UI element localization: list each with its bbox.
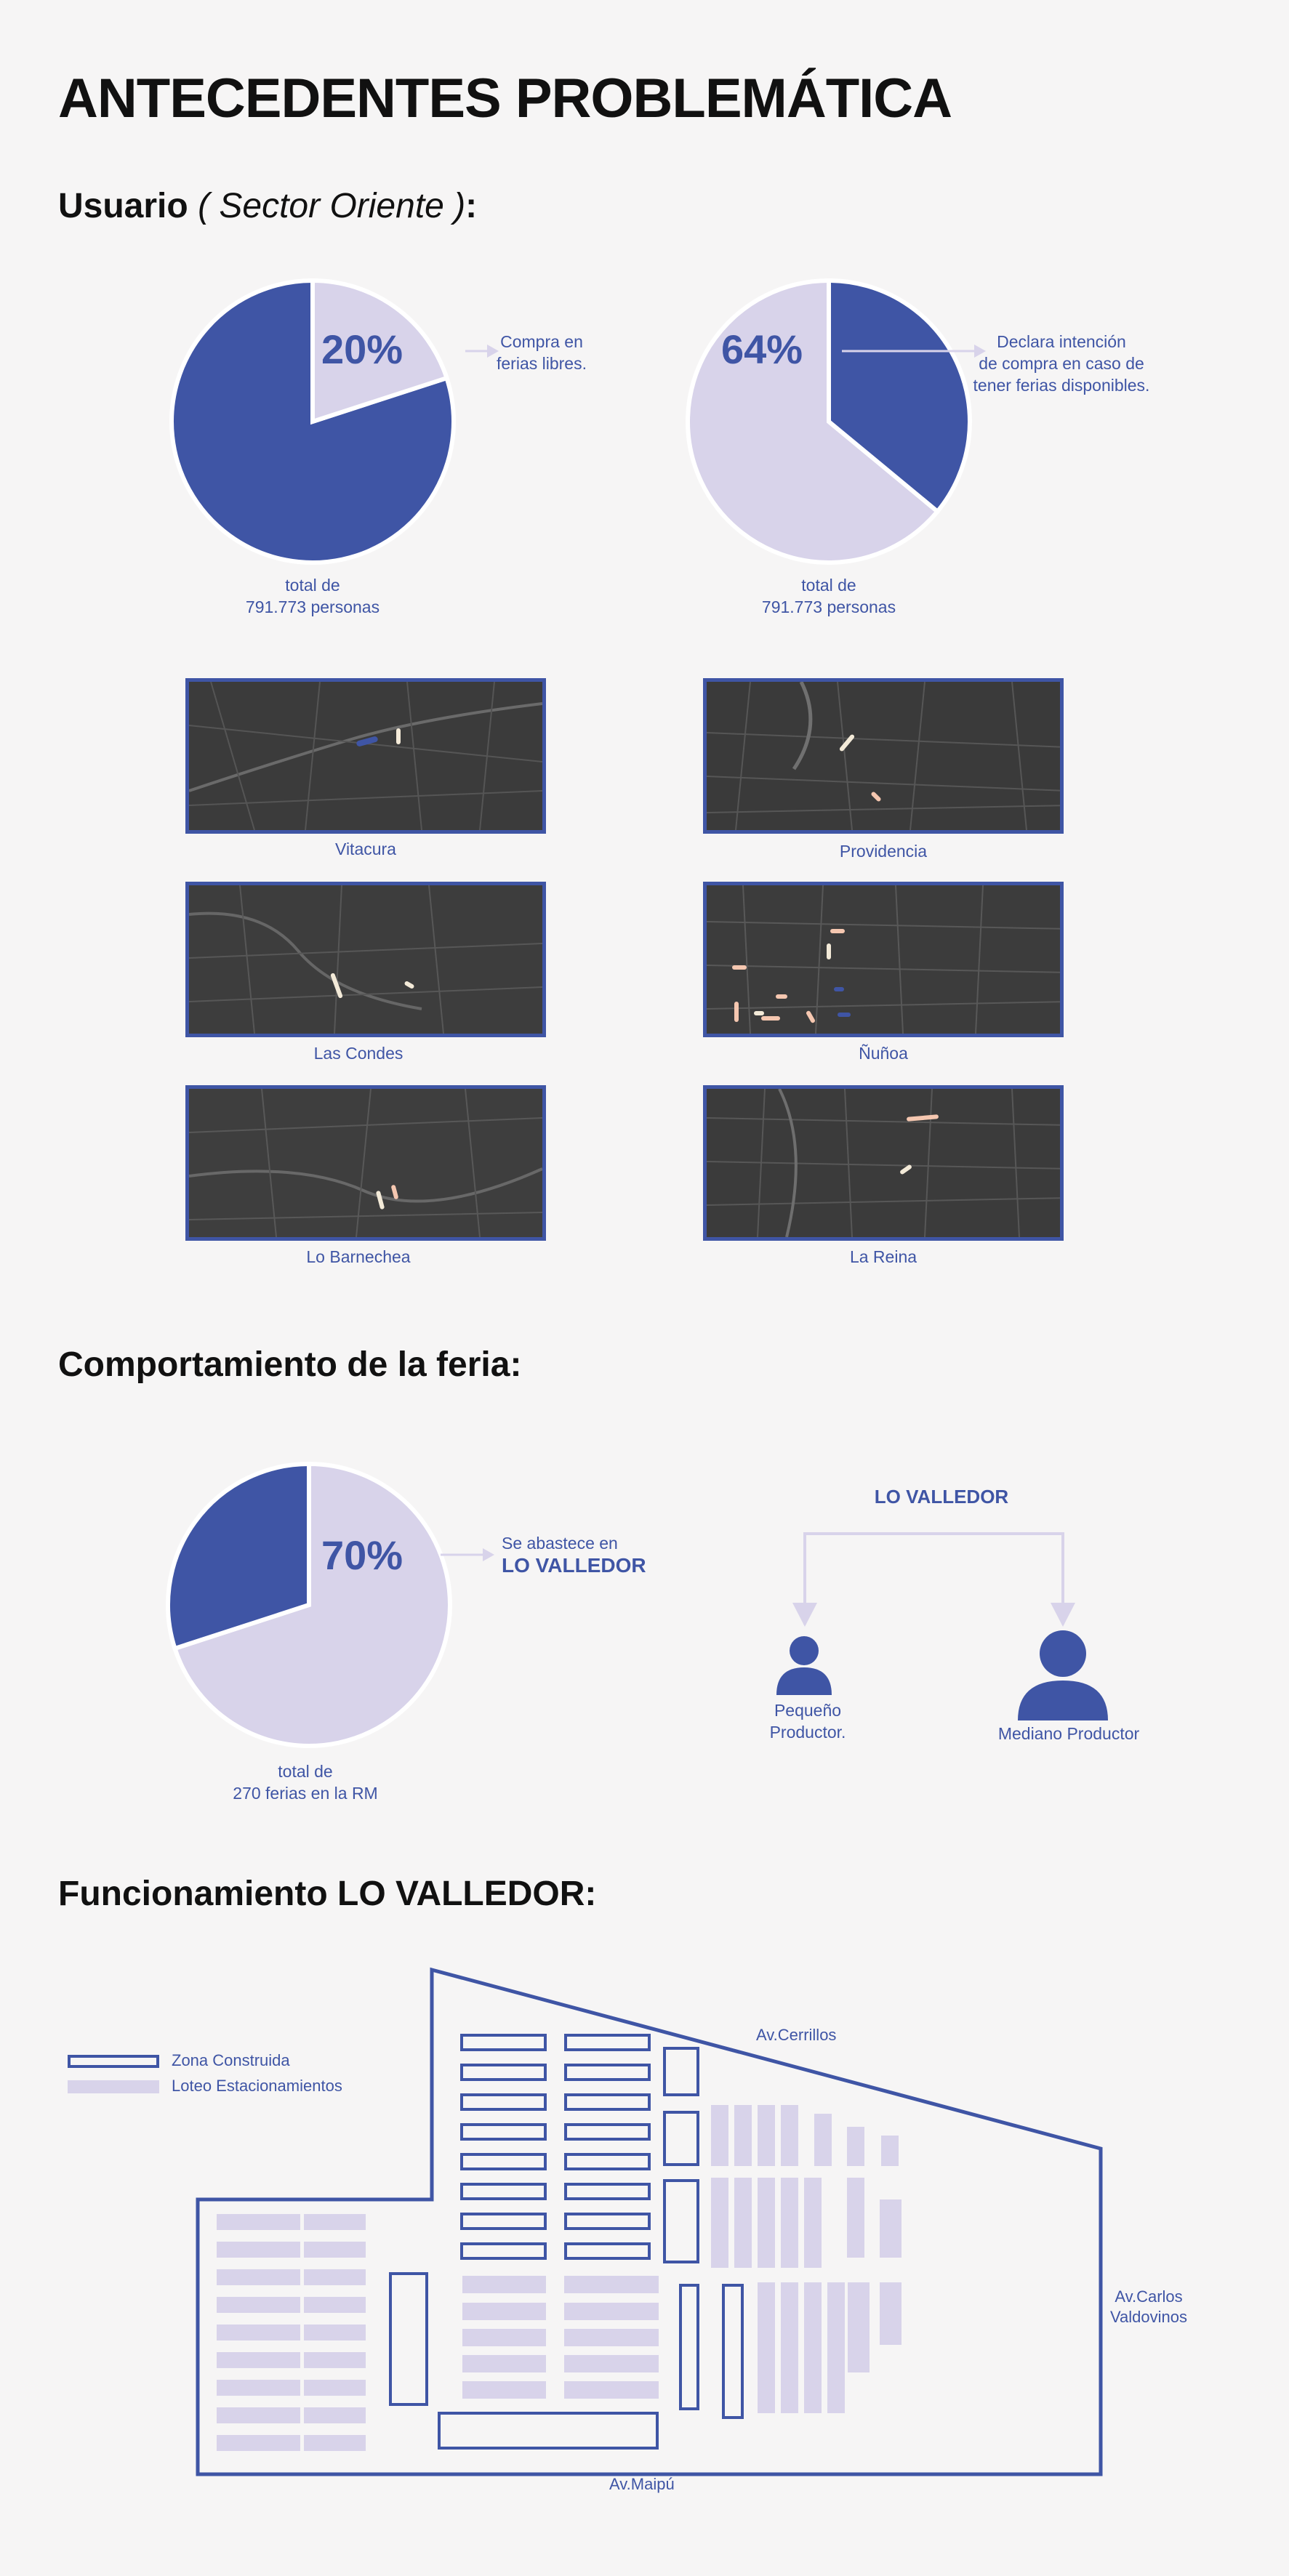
built-blocks-misc bbox=[389, 2047, 744, 2450]
section-heading-comportamiento: Comportamiento de la feria: bbox=[58, 1345, 522, 1384]
map-lo-barnechea[interactable] bbox=[185, 1085, 546, 1241]
site-plan bbox=[196, 1967, 1103, 2476]
built-blocks-left-column bbox=[460, 2034, 547, 2260]
map-label-las-condes: Las Condes bbox=[313, 1044, 403, 1063]
pie2-arrow-icon bbox=[842, 345, 986, 358]
map-label-vitacura: Vitacura bbox=[335, 840, 396, 858]
pie1-arrow-icon bbox=[465, 345, 499, 358]
map-vitacura[interactable] bbox=[185, 678, 546, 834]
map-nunoa[interactable] bbox=[703, 882, 1064, 1037]
diagram-connector bbox=[792, 1532, 1075, 1627]
pie3-percent: 70% bbox=[321, 1532, 403, 1578]
small-producer-line1: Pequeño bbox=[774, 1701, 842, 1720]
pie1-slice-highlight bbox=[310, 278, 450, 425]
pie2-note-line3: tener ferias disponibles. bbox=[973, 376, 1150, 395]
built-blocks-right-column bbox=[564, 2034, 651, 2260]
pie3-note: Se abastece en LO VALLEDOR bbox=[502, 1532, 647, 1577]
medium-producer-icon bbox=[1018, 1630, 1108, 1720]
pie-chart-abastece bbox=[166, 1461, 452, 1748]
pie2-percent: 64% bbox=[721, 326, 803, 372]
pie1-note-line1: Compra en bbox=[500, 332, 583, 351]
street-label-maipu: Av.Maipú bbox=[609, 2475, 675, 2493]
map-label-lo-barnechea: Lo Barnechea bbox=[306, 1247, 411, 1266]
street-carlos-line2: Valdovinos bbox=[1110, 2308, 1187, 2326]
pie1-total: total de 791.773 personas bbox=[218, 574, 407, 618]
pie2-note-line2: de compra en caso de bbox=[979, 354, 1144, 373]
pie2-note: Declara intención de compra en caso de t… bbox=[960, 331, 1163, 396]
pie3-note-line2: LO VALLEDOR bbox=[502, 1554, 646, 1577]
map-label-nunoa: Ñuñoa bbox=[859, 1044, 908, 1063]
pie1-total-line2: 791.773 personas bbox=[245, 597, 380, 616]
street-carlos-line1: Av.Carlos bbox=[1115, 2287, 1183, 2306]
pie-chart-intencion bbox=[686, 278, 972, 565]
section-heading-usuario: Usuario ( Sector Oriente ): bbox=[58, 186, 477, 226]
pie1-note-line2: ferias libres. bbox=[497, 354, 587, 373]
legend-built-swatch bbox=[68, 2055, 159, 2068]
legend-built-label: Zona Construida bbox=[172, 2051, 290, 2069]
map-label-la-reina: La Reina bbox=[849, 1247, 917, 1266]
small-producer-line2: Productor. bbox=[769, 1723, 846, 1742]
diagram-source-label: LO VALLEDOR bbox=[874, 1486, 1009, 1508]
site-boundary bbox=[196, 1967, 1103, 2476]
street-label-carlos-valdovinos: Av.Carlos Valdovinos bbox=[1091, 2287, 1207, 2327]
map-la-reina[interactable] bbox=[703, 1085, 1064, 1241]
medium-producer-label: Mediano Productor bbox=[997, 1724, 1140, 1743]
pie2-total: total de 791.773 personas bbox=[734, 574, 923, 618]
pie2-slice-highlight bbox=[686, 278, 941, 565]
pie3-note-line1: Se abastece en bbox=[502, 1534, 618, 1553]
page-title: ANTECEDENTES PROBLEMÁTICA bbox=[58, 68, 952, 129]
section-heading-funcionamiento: Funcionamiento LO VALLEDOR: bbox=[58, 1875, 597, 1913]
map-las-condes[interactable] bbox=[185, 882, 546, 1037]
pie-chart-compra bbox=[169, 278, 456, 565]
parking-lots bbox=[217, 2105, 902, 2451]
pie1-note: Compra en ferias libres. bbox=[487, 331, 596, 374]
usuario-label: Usuario bbox=[58, 187, 188, 225]
usuario-colon: : bbox=[465, 187, 478, 225]
pie2-total-line1: total de bbox=[801, 576, 856, 595]
street-label-cerrillos: Av.Cerrillos bbox=[756, 2026, 837, 2044]
pie2-slice-rest bbox=[827, 278, 972, 515]
pie3-total-line1: total de bbox=[278, 1762, 333, 1781]
map-label-providencia: Providencia bbox=[839, 842, 928, 861]
pie2-note-line1: Declara intención bbox=[997, 332, 1126, 351]
pie1-percent: 20% bbox=[321, 326, 403, 372]
pie3-slice-rest bbox=[166, 1461, 311, 1651]
legend-parking-label: Loteo Estacionamientos bbox=[172, 2077, 342, 2095]
small-producer-icon bbox=[776, 1636, 832, 1695]
pie3-total-line2: 270 ferias en la RM bbox=[233, 1784, 378, 1803]
map-providencia[interactable] bbox=[703, 678, 1064, 834]
small-producer-label: Pequeño Productor. bbox=[746, 1699, 870, 1743]
pie2-total-line2: 791.773 personas bbox=[761, 597, 896, 616]
sector-label: ( Sector Oriente ) bbox=[198, 187, 466, 225]
pie1-total-line1: total de bbox=[285, 576, 340, 595]
legend-parking-swatch bbox=[68, 2080, 159, 2093]
pie3-arrow-icon bbox=[441, 1548, 494, 1561]
pie3-total: total de 270 ferias en la RM bbox=[211, 1760, 400, 1804]
pie3-slice-highlight bbox=[172, 1461, 452, 1748]
